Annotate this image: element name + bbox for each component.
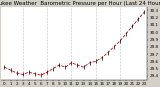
Title: Milwaukee Weather  Barometric Pressure per Hour (Last 24 Hours): Milwaukee Weather Barometric Pressure pe…	[0, 1, 160, 6]
